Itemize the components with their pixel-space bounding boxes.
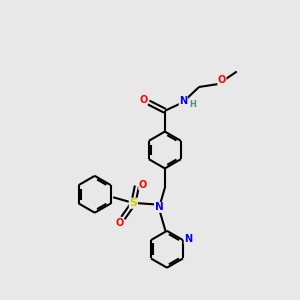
Text: O: O — [218, 75, 226, 85]
Text: N: N — [179, 96, 188, 106]
Text: S: S — [129, 198, 137, 208]
Text: O: O — [115, 218, 124, 227]
Text: N: N — [154, 202, 163, 212]
Text: H: H — [189, 100, 196, 109]
Text: O: O — [139, 95, 147, 105]
Text: O: O — [139, 180, 147, 190]
Text: N: N — [184, 234, 192, 244]
